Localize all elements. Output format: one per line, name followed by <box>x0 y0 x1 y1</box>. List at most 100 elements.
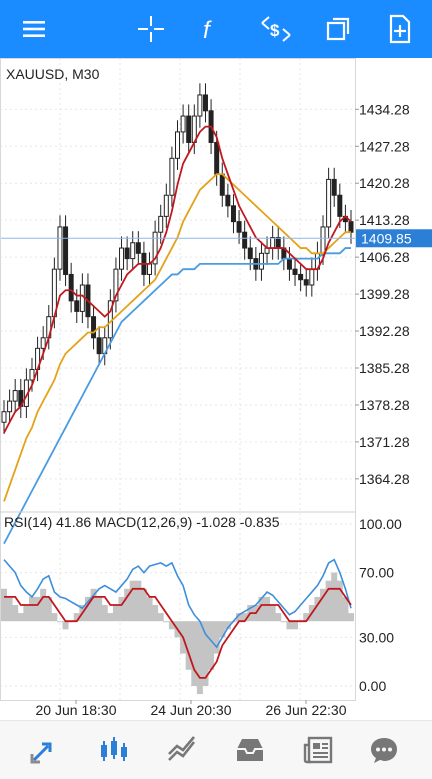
candle-body <box>152 231 158 265</box>
macd-histogram-bar <box>331 572 338 622</box>
macd-histogram-bar <box>208 621 215 670</box>
candle-body <box>91 316 97 339</box>
function-icon[interactable]: f <box>192 9 232 49</box>
macd-histogram-bar <box>28 596 35 622</box>
macd-histogram-bar <box>292 621 299 630</box>
candle-body <box>158 215 164 233</box>
macd-histogram-bar <box>202 621 209 686</box>
candle-body <box>309 268 315 286</box>
candle-body <box>68 273 74 302</box>
macd-histogram-bar <box>157 613 164 622</box>
macd-histogram-bar <box>280 621 287 623</box>
macd-histogram-bar <box>269 605 276 622</box>
crosshair-icon[interactable] <box>131 9 171 49</box>
chart-frame <box>0 58 356 701</box>
price-axis-label: 1413.28 <box>359 212 410 228</box>
macd-histogram-bar <box>320 588 327 622</box>
macd-histogram-bar <box>286 621 293 630</box>
windows-icon[interactable] <box>318 9 358 49</box>
candle-body <box>79 284 85 312</box>
price-axis-label: 1434.28 <box>359 101 410 117</box>
chart-area[interactable]: XAUUSD, M30 RSI(14) 41.86 MACD(12,26,9) … <box>0 58 432 720</box>
candle-body <box>180 115 186 133</box>
price-series <box>0 83 355 545</box>
macd-histogram-bar <box>101 605 108 622</box>
candle-body <box>197 94 203 117</box>
macd-histogram-bar <box>90 588 97 622</box>
svg-text:$: $ <box>270 21 280 40</box>
price-axis-label: 1406.28 <box>359 249 410 265</box>
macd-histogram-bar <box>303 613 310 622</box>
price-axis-label: 1420.28 <box>359 175 410 191</box>
macd-histogram-bar <box>1 588 7 622</box>
price-axis: 1434.28 1427.28 1420.28 1413.28 1406.28 1399.… <box>355 101 410 487</box>
macd-histogram-bar <box>168 621 175 630</box>
macd-histogram-bar <box>12 605 19 622</box>
macd-histogram-bar <box>241 613 248 622</box>
candle-body <box>57 226 63 270</box>
price-axis-label: 1392.28 <box>359 323 410 339</box>
macd-histogram-bar <box>258 596 265 622</box>
macd-histogram-bar <box>336 580 343 622</box>
moving-average-fast <box>3 125 352 434</box>
macd-histogram-bar <box>96 596 103 622</box>
current-price-badge <box>356 229 432 248</box>
new-order-icon[interactable] <box>380 9 420 49</box>
moving-average-mid <box>3 173 351 502</box>
trade-icon[interactable] <box>162 730 202 770</box>
macd-histogram-bar <box>325 580 332 622</box>
indicator-axis-label: 100.00 <box>359 516 402 532</box>
history-icon[interactable] <box>230 730 270 770</box>
currency-exchange-icon[interactable]: $ <box>256 9 296 49</box>
macd-histogram-bar <box>6 596 13 622</box>
indicator-axis-label: 70.00 <box>359 565 394 581</box>
macd-histogram-bar <box>348 613 354 622</box>
news-icon[interactable] <box>298 730 338 770</box>
candle-body <box>270 236 276 249</box>
candle-body <box>225 194 231 207</box>
chart-icon[interactable] <box>94 730 134 770</box>
macd-signal-line <box>4 587 352 679</box>
macd-histogram-bar <box>264 596 271 622</box>
candle-body <box>292 268 298 275</box>
candle-body <box>74 300 80 312</box>
macd-histogram-bar <box>62 621 69 630</box>
candle-body <box>219 173 225 196</box>
price-axis-label: 1364.28 <box>359 471 410 487</box>
candle-body <box>337 194 343 217</box>
candle-body <box>63 226 69 275</box>
candle-body <box>96 337 102 355</box>
chart-title: XAUUSD, M30 <box>6 66 100 82</box>
macd-histogram-bar <box>112 605 119 622</box>
candle-body <box>175 131 180 159</box>
price-axis-label: 1378.28 <box>359 397 410 413</box>
candle-body <box>331 178 337 196</box>
top-toolbar: f $ <box>0 0 432 58</box>
svg-text:f: f <box>203 17 212 44</box>
candle-body <box>12 390 18 402</box>
macd-histogram-bar <box>191 621 198 686</box>
macd-histogram-bar <box>129 580 136 622</box>
candle-body <box>1 411 7 423</box>
macd-histogram-bar <box>56 621 63 623</box>
menu-icon[interactable] <box>14 9 54 49</box>
indicator-axis-label: 30.00 <box>359 629 394 645</box>
indicator-series <box>1 558 354 695</box>
time-axis-label: 20 Jun 18:30 <box>36 702 117 718</box>
macd-histogram-bar <box>135 580 142 622</box>
current-price-tag: 1409.85 <box>356 229 432 248</box>
candle-body <box>135 242 141 254</box>
candle-body <box>214 141 220 175</box>
candle-body <box>275 236 281 249</box>
chart-canvas[interactable]: XAUUSD, M30 RSI(14) 41.86 MACD(12,26,9) … <box>0 58 432 720</box>
macd-histogram-bar <box>342 596 349 622</box>
candle-body <box>326 178 332 228</box>
candle-body <box>242 231 248 249</box>
messages-icon[interactable] <box>364 730 404 770</box>
quotes-icon[interactable] <box>24 730 64 770</box>
candle-body <box>147 263 153 275</box>
macd-histogram-bar <box>224 621 231 630</box>
candle-body <box>247 247 253 260</box>
candle-body <box>130 242 136 260</box>
macd-histogram-bar <box>34 596 41 622</box>
